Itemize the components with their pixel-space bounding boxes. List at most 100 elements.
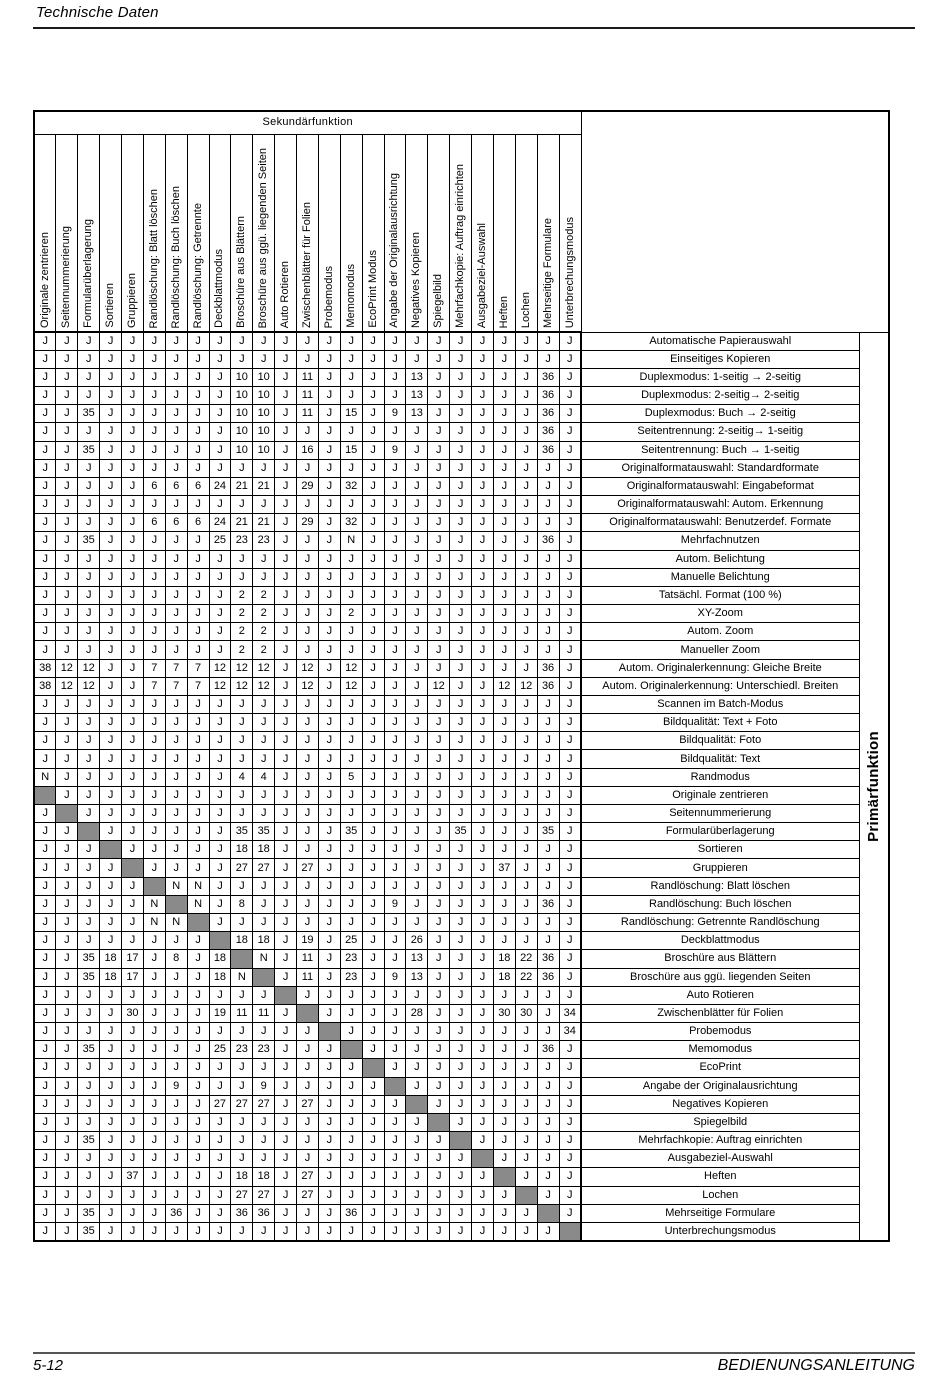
matrix-cell: J [492, 422, 516, 442]
matrix-cell: J [121, 458, 144, 478]
matrix-cell: J [339, 640, 363, 660]
matrix-cell [121, 858, 144, 878]
matrix-cell: 2 [230, 585, 254, 606]
matrix-cell: J [449, 404, 472, 424]
matrix-cell: J [274, 1167, 297, 1187]
table-row: J J J J J J J J J J J J J J J J J J J J J J J J J Bildqualität: T… [33, 713, 889, 733]
matrix-cell: 27 [296, 1167, 319, 1187]
column-header-label: Broschüre aus Blättern [235, 216, 248, 328]
matrix-cell: N [33, 767, 57, 787]
matrix-head: Sekundärfunktion Originale zentrieren Sei… [33, 110, 890, 333]
matrix-cell: J [536, 476, 560, 497]
matrix-cell: N [230, 967, 254, 987]
matrix-cell: J [186, 1185, 210, 1205]
matrix-cell: J [449, 349, 472, 369]
matrix-cell: J [77, 1167, 101, 1187]
matrix-cell: J [142, 949, 166, 969]
matrix-cell: J [449, 676, 472, 696]
matrix-cell: J [142, 549, 166, 569]
matrix-cell: J [55, 476, 79, 497]
matrix-cell: 10 [230, 386, 254, 406]
matrix-cell: J [471, 567, 494, 587]
matrix-cell: J [405, 876, 429, 896]
row-label: Sortieren [580, 840, 860, 860]
title-row: Sekundärfunktion [33, 110, 890, 333]
matrix-cell: J [492, 476, 516, 497]
matrix-cell: J [383, 513, 407, 533]
matrix-cell: J [405, 440, 429, 460]
matrix-cell: 11 [230, 1003, 254, 1024]
matrix-cell: J [449, 1094, 472, 1114]
matrix-cell: J [208, 1076, 232, 1096]
matrix-cell: J [55, 1094, 79, 1114]
matrix-cell: J [121, 894, 144, 915]
matrix-cell: J [77, 858, 101, 878]
matrix-cell: J [514, 1149, 538, 1169]
matrix-cell: J [449, 1022, 472, 1042]
matrix-cell: 35 [77, 404, 101, 424]
table-row: J J J J 37 J J J J 18 18 J 27 J J J J J J J J J J J Heften [33, 1167, 889, 1187]
table-row: J J 35 J J J J J 25 23 23 J J J N J J J J J J J J 36 J Mehrfachnu… [33, 531, 889, 551]
header-rule [33, 27, 915, 29]
row-label: Originalformatauswahl: Benutzerdef. Form… [580, 513, 860, 533]
matrix-cell: J [558, 858, 582, 878]
table-row: J J J J J N N J J J J J J J J J J J J J J J J J Randlöschung: Ge… [33, 912, 889, 933]
matrix-cell: J [208, 694, 232, 715]
column-header: Randlöschung: Getrennte [186, 133, 210, 333]
matrix-cell: J [514, 985, 538, 1005]
matrix-cell: 12 [230, 658, 254, 678]
matrix-cell: J [230, 803, 254, 824]
matrix-cell: J [492, 404, 516, 424]
matrix-cell: J [55, 1185, 79, 1205]
matrix-cell: 36 [536, 367, 560, 388]
table-row: J J 35 J J J J J J 10 10 J 11 J 15 J 9 13 J J J J J 36 J Duplexmo… [33, 404, 889, 424]
matrix-cell: 35 [77, 949, 101, 969]
matrix-cell: J [121, 386, 144, 406]
matrix-cell: J [77, 803, 101, 824]
matrix-cell: J [492, 713, 516, 733]
row-label: XY-Zoom [580, 604, 860, 624]
table-row: J J J J J J J J 18 18 J J J J J J J J J J J J J J Sortieren [33, 840, 889, 860]
row-label: Auto Rotieren [580, 985, 860, 1005]
matrix-cell: J [361, 694, 385, 715]
matrix-cell: 13 [405, 404, 429, 424]
matrix-cell: J [514, 476, 538, 497]
table-row: N J J J J J J J J 4 4 J J J 5 J J J J J J J J J J Randmodus [33, 767, 889, 787]
matrix-cell: J [296, 1131, 319, 1151]
matrix-cell: J [471, 876, 494, 896]
matrix-cell: J [405, 422, 429, 442]
column-header: Originale zentrieren [33, 133, 57, 333]
matrix-cell: J [33, 731, 57, 751]
matrix-cell: 27 [296, 1094, 319, 1114]
matrix-cell: J [164, 495, 188, 515]
matrix-cell: N [186, 876, 210, 896]
matrix-cell: J [383, 640, 407, 660]
matrix-cell [492, 1167, 516, 1187]
column-header-label: Lochen [519, 291, 532, 328]
matrix-cell: J [121, 658, 144, 678]
matrix-cell [339, 1040, 363, 1060]
matrix-cell: J [427, 458, 451, 478]
matrix-cell: J [536, 1076, 560, 1096]
matrix-cell: J [558, 949, 582, 969]
matrix-cell: J [274, 912, 297, 933]
matrix-cell: J [427, 749, 451, 769]
matrix-cell: J [99, 1112, 122, 1133]
matrix-cell: J [361, 876, 385, 896]
matrix-cell: J [492, 1040, 516, 1060]
matrix-cell: J [361, 967, 385, 987]
matrix-cell: 17 [121, 949, 144, 969]
matrix-cell: J [492, 749, 516, 769]
matrix-cell: J [558, 749, 582, 769]
matrix-cell: J [99, 1167, 122, 1187]
matrix-cell: J [449, 604, 472, 624]
matrix-cell: J [558, 1185, 582, 1205]
matrix-cell: J [77, 513, 101, 533]
matrix-cell: J [164, 1221, 188, 1242]
row-label: Probemodus [580, 1022, 860, 1042]
matrix-cell: 36 [536, 967, 560, 987]
matrix-cell: J [558, 331, 582, 351]
matrix-cell: J [383, 458, 407, 478]
matrix-cell: J [471, 1203, 494, 1223]
matrix-cell: J [208, 549, 232, 569]
